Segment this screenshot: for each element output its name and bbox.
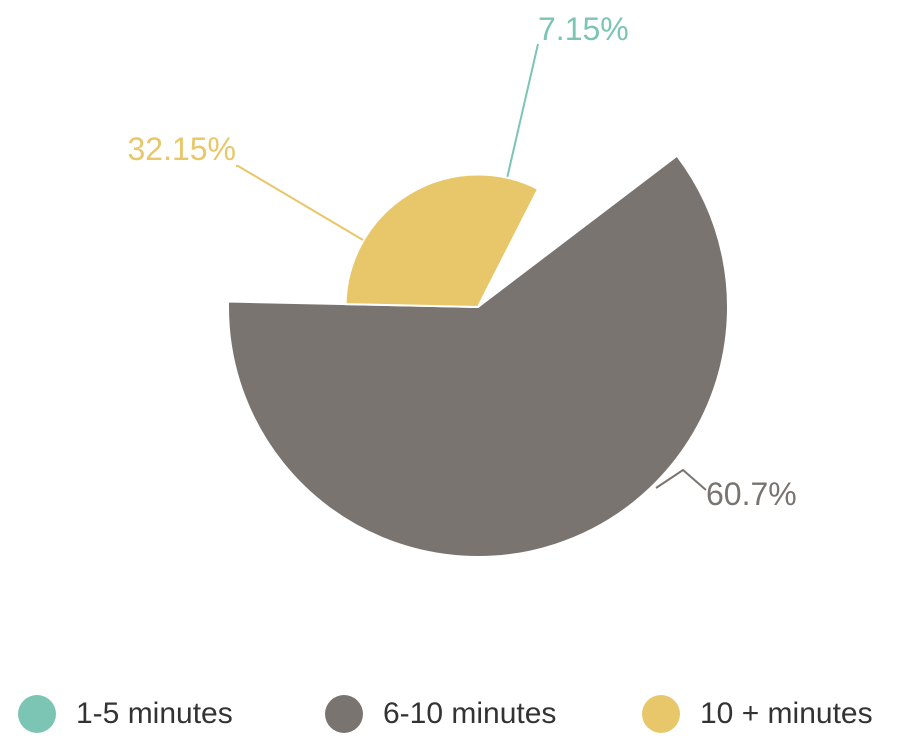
pie-slice-10-minutes[interactable] [344,173,540,309]
legend-item-6-10-minutes[interactable]: 6-10 minutes [325,690,556,738]
legend-swatch-gray-icon [325,695,363,733]
leader-line-6-10-minutes [655,468,707,491]
data-label-1-5-minutes: 7.15% [538,11,629,47]
legend-swatch-teal-icon [18,695,56,733]
legend-label: 10 + minutes [700,697,873,730]
data-label-6-10-minutes: 60.7% [706,476,797,512]
legend-item-1-5-minutes[interactable]: 1-5 minutes [18,690,233,738]
leader-line-10-minutes [236,165,364,241]
legend-label: 6-10 minutes [383,697,557,730]
pie-slice-6-10-minutes[interactable] [227,154,729,558]
legend-item-10-plus-minutes[interactable]: 10 + minutes [642,690,873,738]
legend-label: 1-5 minutes [76,697,233,730]
data-label-10-minutes: 32.15% [127,131,236,167]
legend-swatch-yellow-icon [642,695,680,733]
chart-legend: 1-5 minutes 6-10 minutes 10 + minutes [0,690,914,738]
